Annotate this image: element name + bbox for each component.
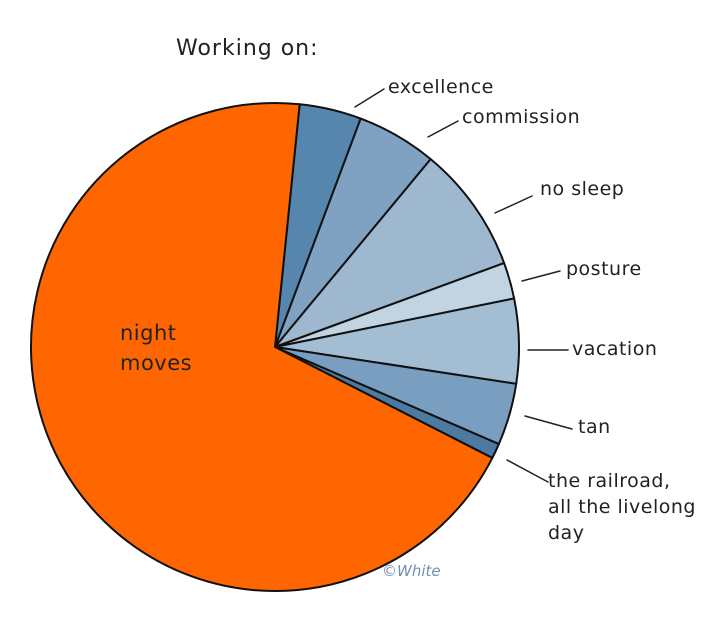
slice-label: night moves <box>120 321 193 375</box>
slice-label: commission <box>462 106 581 128</box>
credit: ©White <box>382 562 441 580</box>
slice-label: tan <box>578 416 611 438</box>
slice-label: vacation <box>572 338 658 360</box>
slice-label: excellence <box>388 76 494 98</box>
slice-label: posture <box>566 258 642 280</box>
pie-slice <box>274 158 506 348</box>
leader-line <box>524 415 573 430</box>
slice-label: the railroad, all the livelong day <box>548 470 696 544</box>
leader-line <box>427 120 459 138</box>
leader-line <box>494 195 533 214</box>
leader-line <box>506 459 549 483</box>
chart-title: Working on: <box>176 36 319 61</box>
leader-line <box>521 270 561 282</box>
pie-slice <box>30 102 494 592</box>
slice-label: no sleep <box>540 178 625 200</box>
leader-line <box>354 88 385 108</box>
